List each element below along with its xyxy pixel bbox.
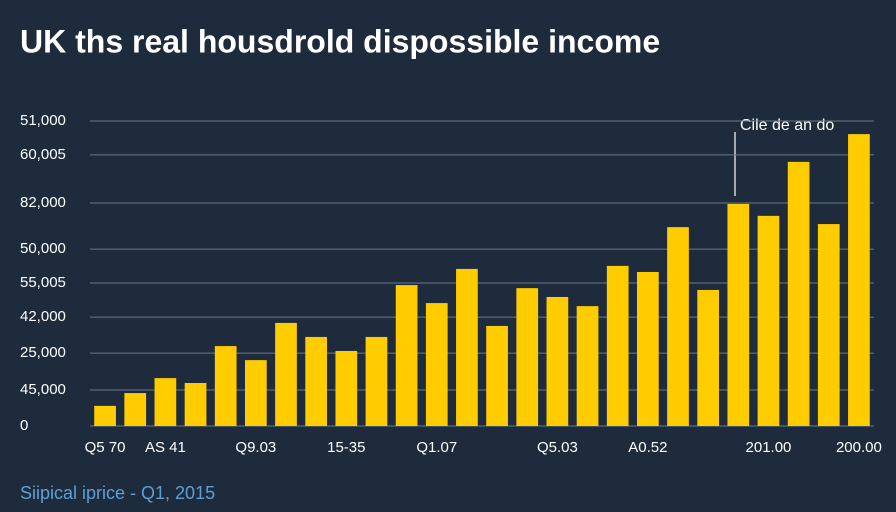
x-tick-label: 15-35 bbox=[327, 439, 365, 456]
bar bbox=[94, 405, 116, 426]
bar bbox=[606, 265, 629, 426]
bar bbox=[697, 289, 720, 426]
x-tick-label: Q9.03 bbox=[235, 439, 276, 456]
bar bbox=[305, 336, 328, 426]
bar bbox=[848, 134, 870, 427]
bar bbox=[335, 350, 358, 426]
x-tick-label: AS 41 bbox=[145, 439, 186, 456]
bar bbox=[787, 161, 810, 426]
x-tick-label: Q5 70 bbox=[85, 439, 126, 456]
bar bbox=[395, 285, 418, 426]
bar bbox=[486, 325, 508, 426]
bar bbox=[817, 224, 840, 426]
x-tick-label: Q5.03 bbox=[537, 439, 578, 456]
bar bbox=[636, 271, 659, 426]
y-tick-label: 42,000 bbox=[20, 308, 66, 325]
bar bbox=[576, 306, 599, 426]
bar bbox=[244, 360, 267, 426]
bar bbox=[546, 296, 569, 426]
y-tick-label: 0 bbox=[20, 417, 28, 434]
bar bbox=[425, 303, 448, 426]
x-tick-label: A0.52 bbox=[628, 439, 667, 456]
chart-title: UK ths real housdrold dispossible income bbox=[20, 23, 660, 59]
annotation: Cile de an do bbox=[740, 117, 834, 134]
x-tick-label: Q1.07 bbox=[416, 439, 457, 456]
x-tick-label: 201.00 bbox=[746, 439, 792, 456]
source-note: Siipical iprice - Q1, 2015 bbox=[20, 483, 215, 503]
y-tick-label: 51,000 bbox=[20, 112, 66, 129]
bar bbox=[456, 268, 478, 426]
bar bbox=[154, 378, 177, 426]
bar bbox=[214, 346, 237, 426]
y-tick-label: 60,005 bbox=[20, 146, 66, 163]
bar bbox=[275, 322, 297, 426]
y-tick-label: 25,000 bbox=[20, 344, 66, 361]
bar bbox=[516, 288, 539, 426]
bar bbox=[667, 227, 689, 426]
bar bbox=[124, 393, 147, 426]
y-tick-label: 55,005 bbox=[20, 274, 66, 291]
bar bbox=[757, 215, 780, 426]
bar bbox=[727, 203, 750, 426]
y-tick-label: 82,000 bbox=[20, 194, 66, 211]
x-tick-label: 200.00 bbox=[836, 439, 882, 456]
bar bbox=[184, 382, 207, 426]
y-tick-label: 45,000 bbox=[20, 381, 66, 398]
bar bbox=[365, 336, 388, 426]
y-tick-label: 50,000 bbox=[20, 240, 66, 257]
